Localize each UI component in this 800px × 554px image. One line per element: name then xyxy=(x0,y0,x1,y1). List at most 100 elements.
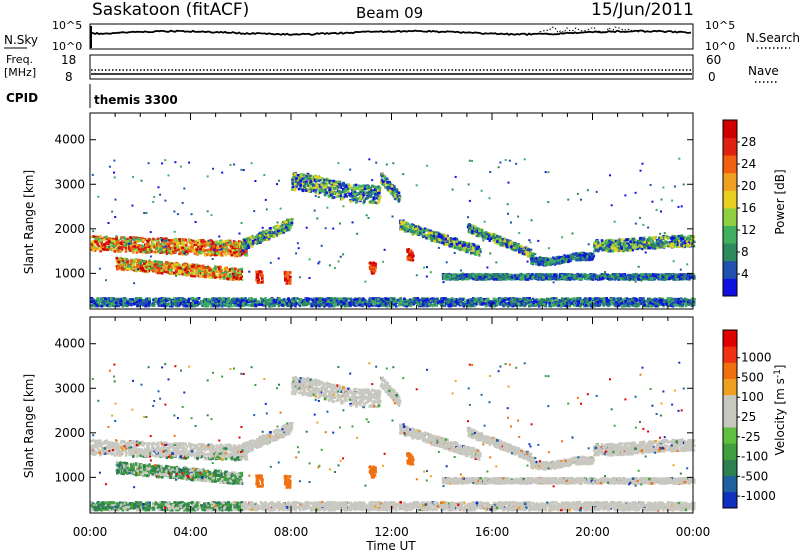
power-cell xyxy=(137,247,141,251)
power-cell xyxy=(632,237,635,241)
nave-tick-top: 60 xyxy=(706,53,721,67)
power-cell xyxy=(594,242,598,246)
power-cell xyxy=(686,242,690,246)
power-cell xyxy=(108,240,111,243)
power-cell xyxy=(616,240,619,244)
power-cell xyxy=(111,237,115,241)
power-cell xyxy=(231,278,235,281)
power-cell xyxy=(530,253,534,256)
power-cell xyxy=(132,262,135,265)
power-cell xyxy=(143,250,147,253)
power-cell xyxy=(167,244,170,248)
power-cell xyxy=(467,245,470,249)
power-cell xyxy=(578,253,582,257)
power-cell xyxy=(258,234,262,237)
power-cell xyxy=(212,273,215,276)
power-cell xyxy=(287,228,291,232)
power-cell xyxy=(123,257,127,261)
power-cell xyxy=(121,236,125,239)
power-cell xyxy=(254,240,257,244)
power-cell xyxy=(182,263,186,267)
power-cell xyxy=(226,277,230,280)
power-cell xyxy=(181,244,185,247)
power-cell xyxy=(132,251,135,254)
power-cell xyxy=(347,183,350,187)
power-cell xyxy=(208,266,212,270)
power-cell xyxy=(604,242,608,245)
power-cell xyxy=(293,188,297,192)
power-cell xyxy=(150,245,154,249)
power-cell xyxy=(332,196,336,199)
power-cell xyxy=(508,242,512,245)
power-cell xyxy=(98,247,102,251)
power-cell xyxy=(169,240,172,244)
power-cell xyxy=(234,274,237,277)
power-cell xyxy=(330,181,333,185)
power-cell xyxy=(101,246,105,249)
power-cell xyxy=(453,243,456,247)
power-cell xyxy=(322,181,326,185)
power-cell xyxy=(179,251,182,254)
power-cell xyxy=(103,243,107,246)
power-cell xyxy=(239,277,242,281)
power-cell xyxy=(154,260,157,263)
power-cell xyxy=(209,271,213,274)
power-cell xyxy=(247,246,250,249)
power-cell xyxy=(224,253,228,257)
power-cell xyxy=(277,232,281,235)
power-cell xyxy=(674,239,677,242)
power-cell xyxy=(301,177,305,180)
power-cell xyxy=(321,178,325,182)
power-cell xyxy=(397,198,401,201)
power-cell xyxy=(352,198,355,202)
power-cell xyxy=(178,238,181,241)
power-cell xyxy=(135,248,139,251)
power-cell xyxy=(194,239,197,243)
power-cell xyxy=(116,246,120,250)
freq-label: Freq. xyxy=(6,53,33,66)
power-cell xyxy=(202,248,205,251)
power-cell xyxy=(99,235,102,238)
power-cell xyxy=(291,185,295,189)
power-cell xyxy=(512,248,516,252)
power-cell xyxy=(629,240,632,243)
power-cell xyxy=(164,237,168,240)
power-cell xyxy=(272,234,275,238)
power-cell xyxy=(135,267,138,271)
power-cell xyxy=(526,250,529,254)
power-cell xyxy=(468,248,471,252)
power-cell xyxy=(143,260,146,263)
power-cell xyxy=(227,248,230,251)
power-cell xyxy=(280,230,283,233)
power-cell xyxy=(181,252,184,256)
power-cell xyxy=(181,273,185,276)
power-cell xyxy=(245,252,248,255)
power-cell xyxy=(154,263,157,266)
power-cell xyxy=(128,265,132,269)
power-cell xyxy=(241,249,245,252)
power-cell xyxy=(289,218,292,222)
power-cell xyxy=(238,245,242,249)
power-cell xyxy=(135,265,139,269)
power-cell xyxy=(268,231,271,234)
power-cell xyxy=(192,272,195,275)
power-cell xyxy=(354,183,358,187)
power-cell xyxy=(301,188,304,192)
power-cell xyxy=(92,235,96,238)
power-cell xyxy=(303,185,307,189)
power-cell xyxy=(255,241,259,244)
power-cell xyxy=(258,231,262,235)
power-cell xyxy=(331,192,334,196)
power-cell xyxy=(294,186,297,190)
power-cell xyxy=(184,238,188,242)
power-cell xyxy=(220,253,223,257)
power-cell xyxy=(372,185,376,188)
power-cell xyxy=(285,221,288,224)
power-cell xyxy=(130,247,133,250)
power-cell xyxy=(634,243,637,246)
power-cell xyxy=(600,239,604,242)
power-cell xyxy=(230,242,234,246)
power-cell xyxy=(645,243,649,247)
power-cell xyxy=(459,247,463,250)
power-cell xyxy=(104,241,108,245)
